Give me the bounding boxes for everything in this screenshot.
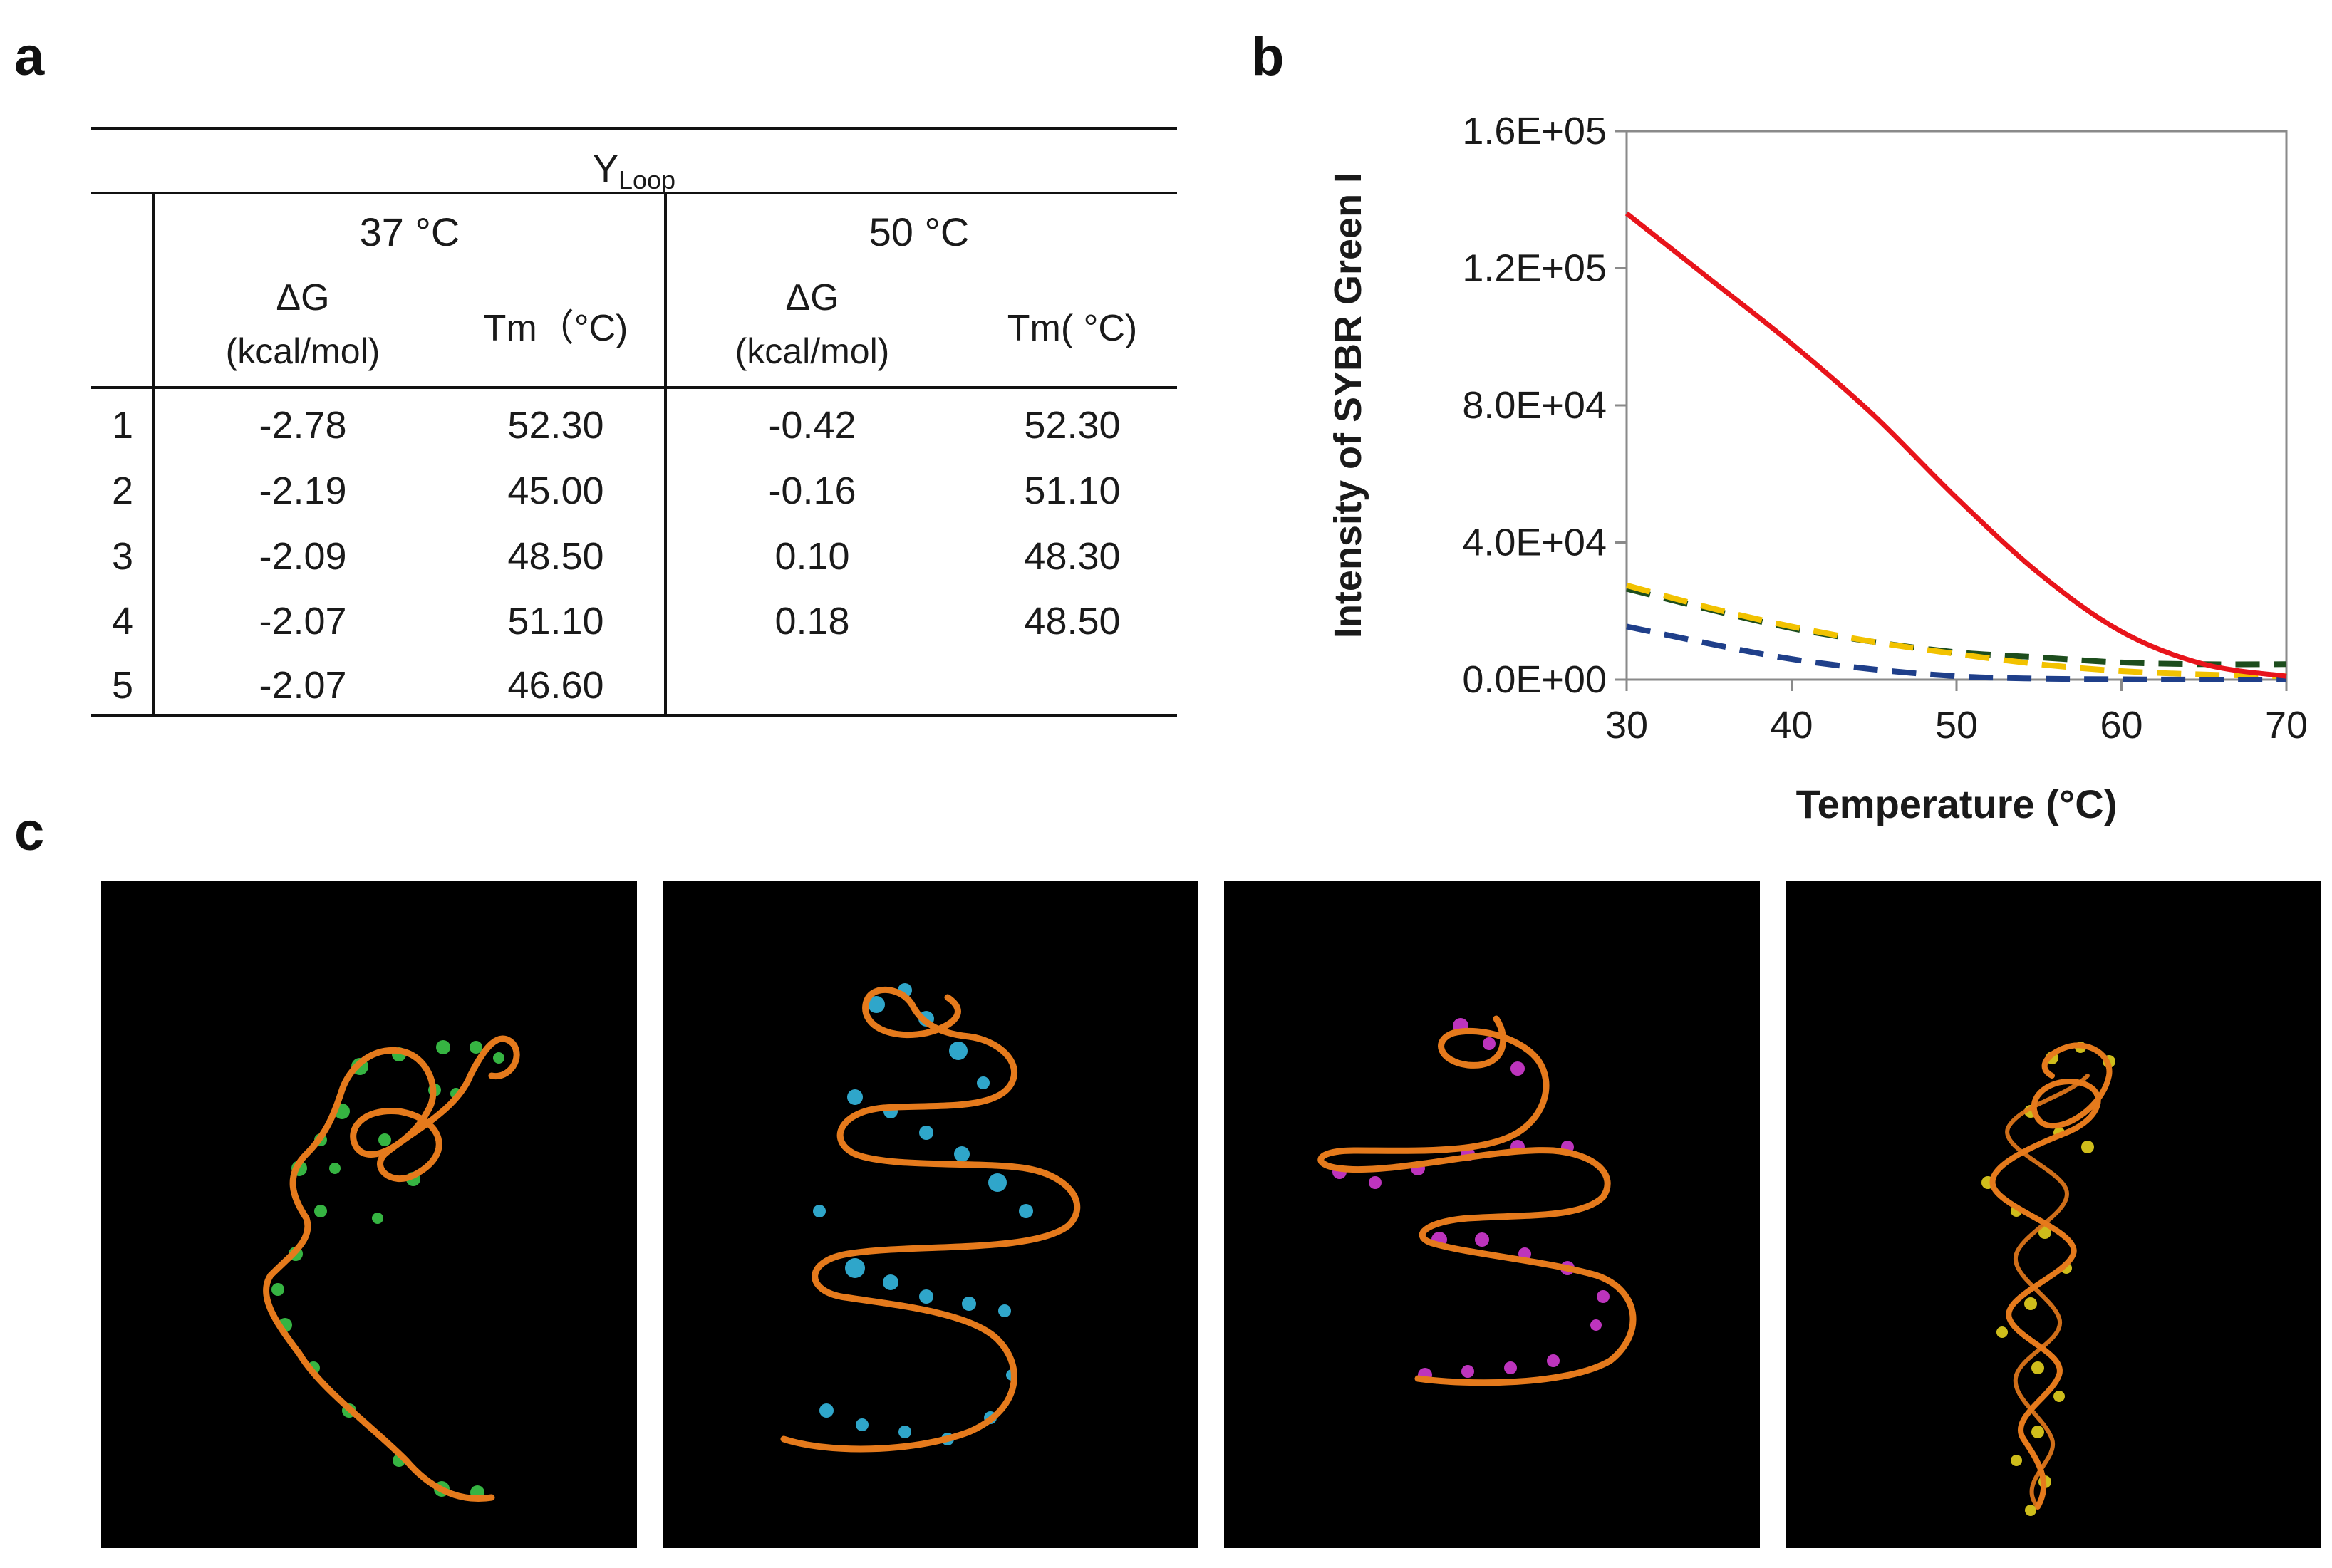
temp-37-header: 37 °C <box>360 209 460 254</box>
tm-50-cell: 52.30 <box>1024 404 1120 447</box>
structure-3-backbone <box>1317 1015 1637 1386</box>
series-group <box>1624 211 2287 683</box>
tm-37-cell: 51.10 <box>507 600 603 643</box>
row-index: 5 <box>112 664 133 707</box>
tm-37-cell: 52.30 <box>507 404 603 447</box>
y-tick-label: 4.0E+04 <box>1462 521 1607 564</box>
row-index: 2 <box>112 469 133 512</box>
dg-37-cell: -2.78 <box>259 404 346 447</box>
dg-50-cell: 0.18 <box>774 600 849 643</box>
dg-37-cell: -2.07 <box>259 600 346 643</box>
melting-curve-chart: 0.0E+00 4.0E+04 8.0E+04 1.2E+05 1.6E+05 30 40… <box>1327 110 2308 826</box>
table-group-title: YLoop <box>593 147 675 194</box>
structure-images <box>101 881 2321 1548</box>
y-tick-label: 0.0E+00 <box>1462 658 1607 701</box>
dg-50-cell: 0.10 <box>774 535 849 578</box>
dg-header-50: ΔG <box>785 277 839 318</box>
x-tick-label: 30 <box>1605 704 1648 747</box>
panel-label-a: a <box>14 26 45 87</box>
series-line-navy <box>1626 623 2287 683</box>
structure-4 <box>1786 881 2321 1548</box>
plot-frame <box>1625 130 2288 681</box>
structure-1 <box>101 881 637 1548</box>
dg-50-cell: -0.42 <box>768 404 856 447</box>
table-row: 5 -2.07 46.60 <box>112 664 604 707</box>
series-line-dark-green <box>1626 586 2287 668</box>
panel-label-b: b <box>1251 26 1285 87</box>
dg-unit-37: (kcal/mol) <box>226 331 380 371</box>
table-row: 1 -2.78 52.30 -0.42 52.30 <box>112 404 1121 447</box>
table-row: 3 -2.09 48.50 0.10 48.30 <box>112 535 1121 578</box>
x-tick-label: 50 <box>1935 704 1978 747</box>
temp-50-header: 50 °C <box>869 209 970 254</box>
tm-50-cell: 51.10 <box>1024 469 1120 512</box>
dg-37-cell: -2.09 <box>259 535 346 578</box>
tm-50-cell: 48.30 <box>1024 535 1120 578</box>
dg-50-cell: -0.16 <box>768 469 856 512</box>
y-axis-ticks: 0.0E+00 4.0E+04 8.0E+04 1.2E+05 1.6E+05 <box>1462 110 1627 701</box>
x-tick-label: 60 <box>2100 704 2142 747</box>
dg-header-37: ΔG <box>276 277 329 318</box>
y-axis-label: Intensity of SYBR Green I <box>1327 172 1369 638</box>
y-tick-label: 1.6E+05 <box>1462 110 1607 152</box>
tm-37-cell: 46.60 <box>507 664 603 707</box>
structure-1-background <box>101 881 637 1548</box>
series-line-yellow <box>1625 582 2287 680</box>
tm-37-cell: 45.00 <box>507 469 603 512</box>
dg-unit-50: (kcal/mol) <box>735 331 890 371</box>
table-row: 2 -2.19 45.00 -0.16 51.10 <box>112 469 1121 512</box>
y-tick-label: 8.0E+04 <box>1462 384 1607 427</box>
x-tick-label: 70 <box>2265 704 2308 747</box>
structure-4-backbone <box>1989 1042 2113 1510</box>
row-index: 1 <box>112 404 133 447</box>
tm-37-cell: 48.50 <box>507 535 603 578</box>
thermo-table: YLoop 37 °C 50 °C ΔG (kcal/mol) Tm（°C) Δ… <box>91 127 1177 717</box>
row-index: 3 <box>112 535 133 578</box>
dg-37-cell: -2.07 <box>259 664 346 707</box>
tm-header-50: Tm( °C) <box>1007 308 1138 349</box>
x-axis-label: Temperature (°C) <box>1796 782 2118 826</box>
x-axis-ticks: 30 40 50 60 70 <box>1605 680 2308 747</box>
structure-1-backbone <box>263 1035 520 1502</box>
tm-50-cell: 48.50 <box>1024 600 1120 643</box>
structure-2-background <box>663 881 1198 1548</box>
panel-label-c: c <box>14 801 45 862</box>
x-tick-label: 40 <box>1770 704 1813 747</box>
structure-4-backbone-strand-2 <box>2005 1074 2090 1509</box>
row-index: 4 <box>112 600 133 643</box>
y-tick-label: 1.2E+05 <box>1462 247 1607 290</box>
dg-37-cell: -2.19 <box>259 469 346 512</box>
tm-header-37: Tm（°C) <box>484 308 628 349</box>
structure-3 <box>1224 881 1760 1548</box>
series-line-red <box>1624 211 2287 679</box>
table-row: 4 -2.07 51.10 0.18 48.50 <box>112 600 1121 643</box>
structure-2-backbone <box>780 986 1081 1453</box>
structure-2 <box>663 881 1198 1548</box>
